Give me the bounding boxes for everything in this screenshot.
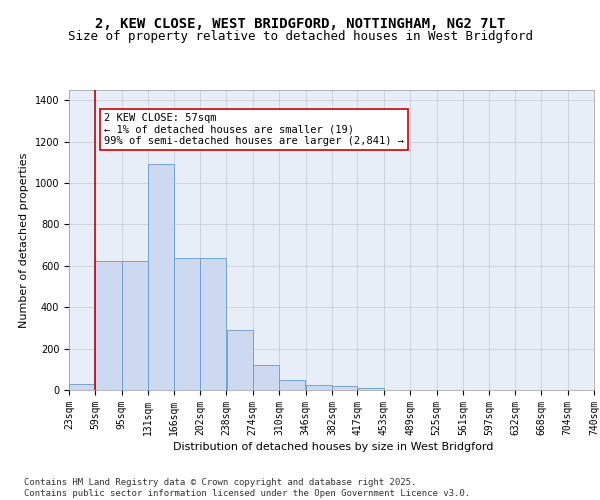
Bar xyxy=(174,258,200,390)
Bar xyxy=(69,384,95,390)
Bar xyxy=(358,388,384,390)
Bar xyxy=(95,260,122,390)
Bar xyxy=(122,260,148,390)
Text: Contains HM Land Registry data © Crown copyright and database right 2025.
Contai: Contains HM Land Registry data © Crown c… xyxy=(24,478,470,498)
Text: Size of property relative to detached houses in West Bridgford: Size of property relative to detached ho… xyxy=(67,30,533,43)
Text: 2, KEW CLOSE, WEST BRIDGFORD, NOTTINGHAM, NG2 7LT: 2, KEW CLOSE, WEST BRIDGFORD, NOTTINGHAM… xyxy=(95,18,505,32)
Bar xyxy=(200,258,226,390)
Bar xyxy=(332,386,358,390)
Bar xyxy=(227,330,253,390)
Bar xyxy=(305,385,332,390)
Bar xyxy=(253,365,279,390)
Bar xyxy=(279,380,305,390)
Y-axis label: Number of detached properties: Number of detached properties xyxy=(19,152,29,328)
Text: 2 KEW CLOSE: 57sqm
← 1% of detached houses are smaller (19)
99% of semi-detached: 2 KEW CLOSE: 57sqm ← 1% of detached hous… xyxy=(104,113,404,146)
Text: Distribution of detached houses by size in West Bridgford: Distribution of detached houses by size … xyxy=(173,442,493,452)
Bar xyxy=(148,164,173,390)
